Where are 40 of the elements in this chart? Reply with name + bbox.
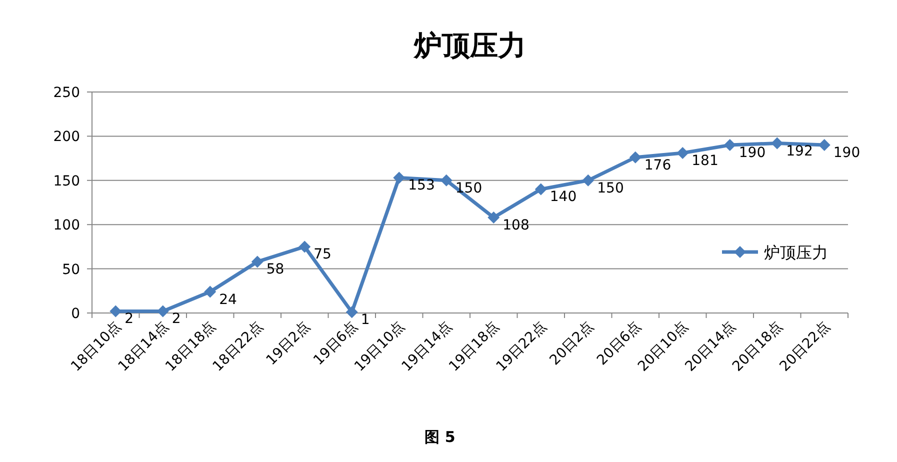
legend-label: 炉顶压力 — [764, 243, 828, 262]
data-label: 108 — [502, 218, 530, 234]
point — [724, 139, 736, 152]
data-label: 176 — [644, 157, 672, 174]
data-label: 75 — [314, 246, 332, 263]
chart-title: 炉顶压力 — [413, 29, 526, 62]
point — [582, 174, 594, 186]
point — [440, 174, 452, 186]
y-tick-label: 100 — [53, 218, 80, 234]
point — [676, 146, 689, 159]
data-label: 1 — [360, 312, 370, 328]
point — [204, 286, 216, 298]
data-label: 192 — [786, 143, 813, 160]
y-tick-label: 50 — [62, 262, 80, 278]
y-tick-label: 200 — [53, 129, 80, 146]
point — [488, 212, 500, 224]
data-label: 24 — [219, 292, 238, 308]
data-label: 2 — [172, 311, 181, 328]
caption: 图 5 — [424, 428, 456, 446]
data-label: 150 — [597, 180, 624, 196]
data-label: 58 — [266, 262, 284, 278]
point — [298, 240, 311, 253]
data-label: 190 — [738, 145, 766, 162]
data-label: 2 — [124, 311, 134, 328]
data-label: 150 — [455, 180, 482, 196]
y-tick-label: 150 — [53, 173, 80, 190]
x-tick-label: 19日2点 — [263, 318, 314, 369]
point — [393, 172, 406, 184]
point — [629, 151, 642, 164]
y-tick-label: 250 — [53, 85, 80, 101]
point — [771, 137, 784, 150]
data-label: 153 — [408, 178, 435, 194]
data-label: 181 — [692, 152, 718, 169]
point — [534, 183, 547, 196]
data-label: 190 — [833, 145, 860, 162]
x-tick-label: 20日2点 — [546, 318, 597, 369]
y-tick-label: 0 — [71, 306, 80, 322]
data-label: 140 — [550, 189, 577, 206]
point — [251, 256, 264, 268]
point — [346, 306, 358, 318]
